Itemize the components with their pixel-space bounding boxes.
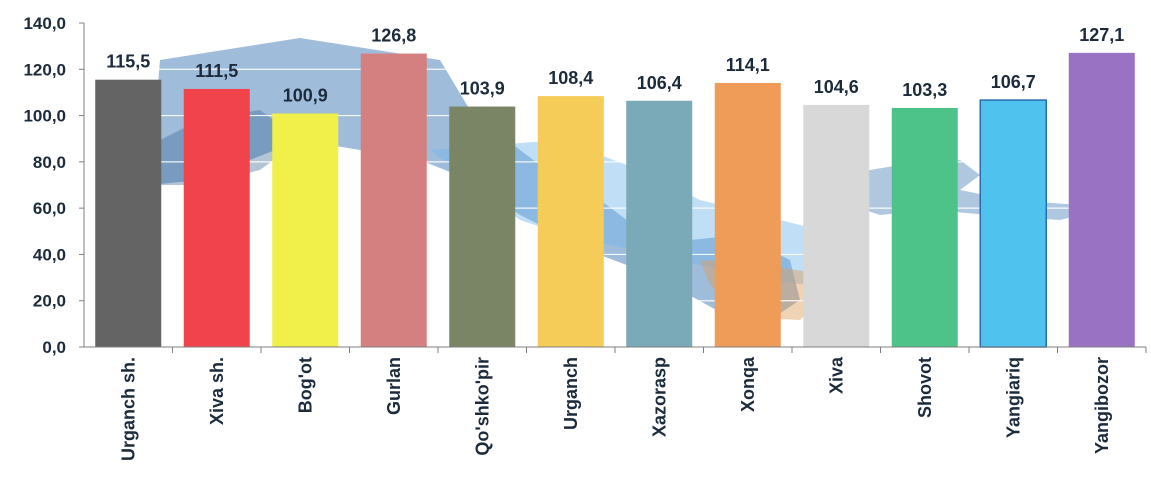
bar: [626, 100, 693, 347]
y-tick-label: 80,0: [33, 153, 66, 172]
value-label: 126,8: [371, 26, 416, 46]
bar: [360, 53, 427, 347]
category-label: Shovot: [915, 357, 935, 418]
value-label: 115,5: [106, 52, 150, 72]
value-label: 111,5: [195, 61, 238, 81]
y-tick-label: 40,0: [33, 245, 66, 264]
y-tick-label: 20,0: [33, 292, 66, 311]
y-tick-label: 0,0: [42, 338, 66, 357]
map-region-fergana: [840, 160, 1100, 220]
category-label: Xazorasp: [649, 357, 669, 437]
data-labels: 115,5 Urganch sh. 111,5 Xiva sh. 100,9 Bog'ot…: [106, 25, 1124, 461]
bar: [891, 107, 958, 347]
category-label: Bog'ot: [295, 357, 315, 413]
category-label: Gurlan: [384, 357, 404, 415]
value-label: 104,6: [814, 77, 859, 97]
bar: [537, 96, 604, 347]
y-tick-label: 100,0: [23, 107, 66, 126]
bar: [714, 82, 781, 347]
bar: [979, 99, 1047, 348]
category-label: Yangiariq: [1003, 357, 1023, 438]
category-label: Qo'shko'pir: [472, 357, 492, 456]
category-label: Urganch: [561, 357, 581, 430]
bar: [1068, 52, 1135, 348]
axes: 0,0 20,0 40,0 60,0 80,0 100,0 120,0 140,0: [23, 14, 1147, 357]
bar: [95, 79, 162, 347]
y-tick-label: 120,0: [23, 60, 66, 79]
value-label: 103,9: [460, 79, 505, 99]
bar: [183, 88, 250, 347]
bars: [95, 52, 1135, 348]
bar: [449, 106, 516, 347]
value-label: 114,1: [726, 55, 770, 75]
category-label: Xonqa: [738, 356, 758, 412]
value-label: 106,7: [991, 72, 1036, 92]
bar: [272, 113, 339, 347]
value-label: 108,4: [548, 68, 593, 88]
value-label: 127,1: [1079, 25, 1124, 45]
value-label: 103,3: [902, 80, 947, 100]
bar: [803, 104, 870, 347]
category-label: Xiva sh.: [207, 357, 227, 425]
category-label: Yangibozor: [1092, 357, 1112, 454]
grid-lines: [84, 22, 1146, 302]
y-tick-label: 60,0: [33, 199, 66, 218]
category-label: Urganch sh.: [118, 357, 138, 461]
category-label: Xiva: [826, 356, 846, 394]
value-label: 100,9: [283, 85, 328, 105]
y-tick-label: 140,0: [23, 14, 66, 33]
value-label: 106,4: [637, 73, 682, 93]
